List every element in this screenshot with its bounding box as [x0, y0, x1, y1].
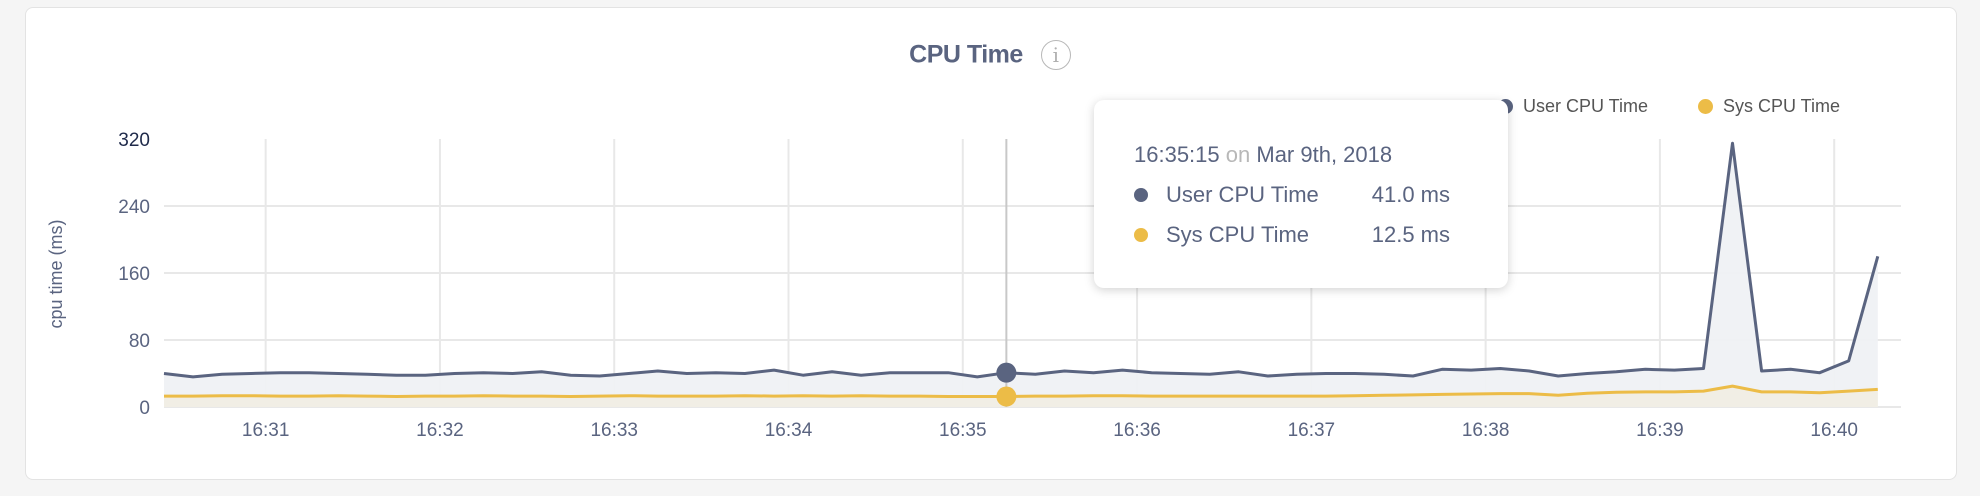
x-tick-label: 16:39 [1636, 420, 1684, 441]
x-tick-label: 16:32 [416, 420, 464, 441]
chart-header: CPU Time i [0, 40, 1980, 70]
tooltip-time: 16:35:15 [1134, 142, 1220, 167]
series-line-sys [164, 384, 1878, 398]
y-axis-ticks: 0 80 160 240 320 [118, 130, 150, 419]
x-axis-ticks: 16:31 16:32 16:33 16:34 16:35 16:36 16:37 16:38… [242, 420, 1858, 441]
x-tick-label: 16:34 [765, 420, 813, 441]
tooltip-series-value: 12.5 ms [1371, 222, 1450, 247]
series-area-user [164, 143, 1878, 407]
series-dot-icon [1134, 188, 1148, 202]
tooltip-row-sys: Sys CPU Time 12.5 ms [1134, 222, 1508, 248]
y-tick-label: 0 [139, 398, 150, 419]
legend-dot-icon [1698, 99, 1713, 114]
chart-title: CPU Time [909, 40, 1023, 69]
y-tick-label: 160 [118, 264, 150, 285]
x-tick-label: 16:35 [939, 420, 987, 441]
grid [164, 139, 1901, 408]
y-axis-label: cpu time (ms) [46, 219, 66, 328]
series-lines [163, 141, 1880, 398]
tooltip-date: Mar 9th, 2018 [1256, 142, 1393, 167]
y-tick-label: 80 [129, 331, 150, 352]
series-dot-icon [1134, 228, 1148, 242]
series-line-user [163, 141, 1880, 379]
tooltip-series-name: User CPU Time [1166, 182, 1319, 207]
x-tick-label: 16:37 [1288, 420, 1336, 441]
x-tick-label: 16:40 [1810, 420, 1858, 441]
legend-label: User CPU Time [1523, 96, 1649, 116]
hover-point-user [996, 362, 1017, 383]
y-tick-label: 320 [118, 130, 150, 151]
hover-indicator [996, 139, 1017, 407]
legend-item-sys[interactable]: Sys CPU Time [1698, 96, 1840, 117]
x-tick-label: 16:33 [590, 420, 638, 441]
hover-point-sys [996, 386, 1017, 407]
tooltip-row-user: User CPU Time 41.0 ms [1134, 182, 1508, 208]
y-tick-label: 240 [118, 197, 150, 218]
x-tick-label: 16:36 [1113, 420, 1161, 441]
series-areas [164, 143, 1878, 407]
x-tick-label: 16:38 [1462, 420, 1510, 441]
tooltip-on: on [1225, 142, 1251, 167]
info-circle-icon[interactable]: i [1040, 40, 1071, 70]
x-tick-label: 16:31 [242, 420, 290, 441]
tooltip: 16:35:15 on Mar 9th, 2018 User CPU Time … [1094, 100, 1508, 288]
tooltip-series-name: Sys CPU Time [1166, 222, 1310, 247]
tooltip-series-value: 41.0 ms [1371, 182, 1450, 207]
tooltip-header: 16:35:15 on Mar 9th, 2018 [1134, 142, 1508, 168]
legend-label: Sys CPU Time [1723, 96, 1841, 116]
legend-item-user[interactable]: User CPU Time [1498, 96, 1648, 117]
